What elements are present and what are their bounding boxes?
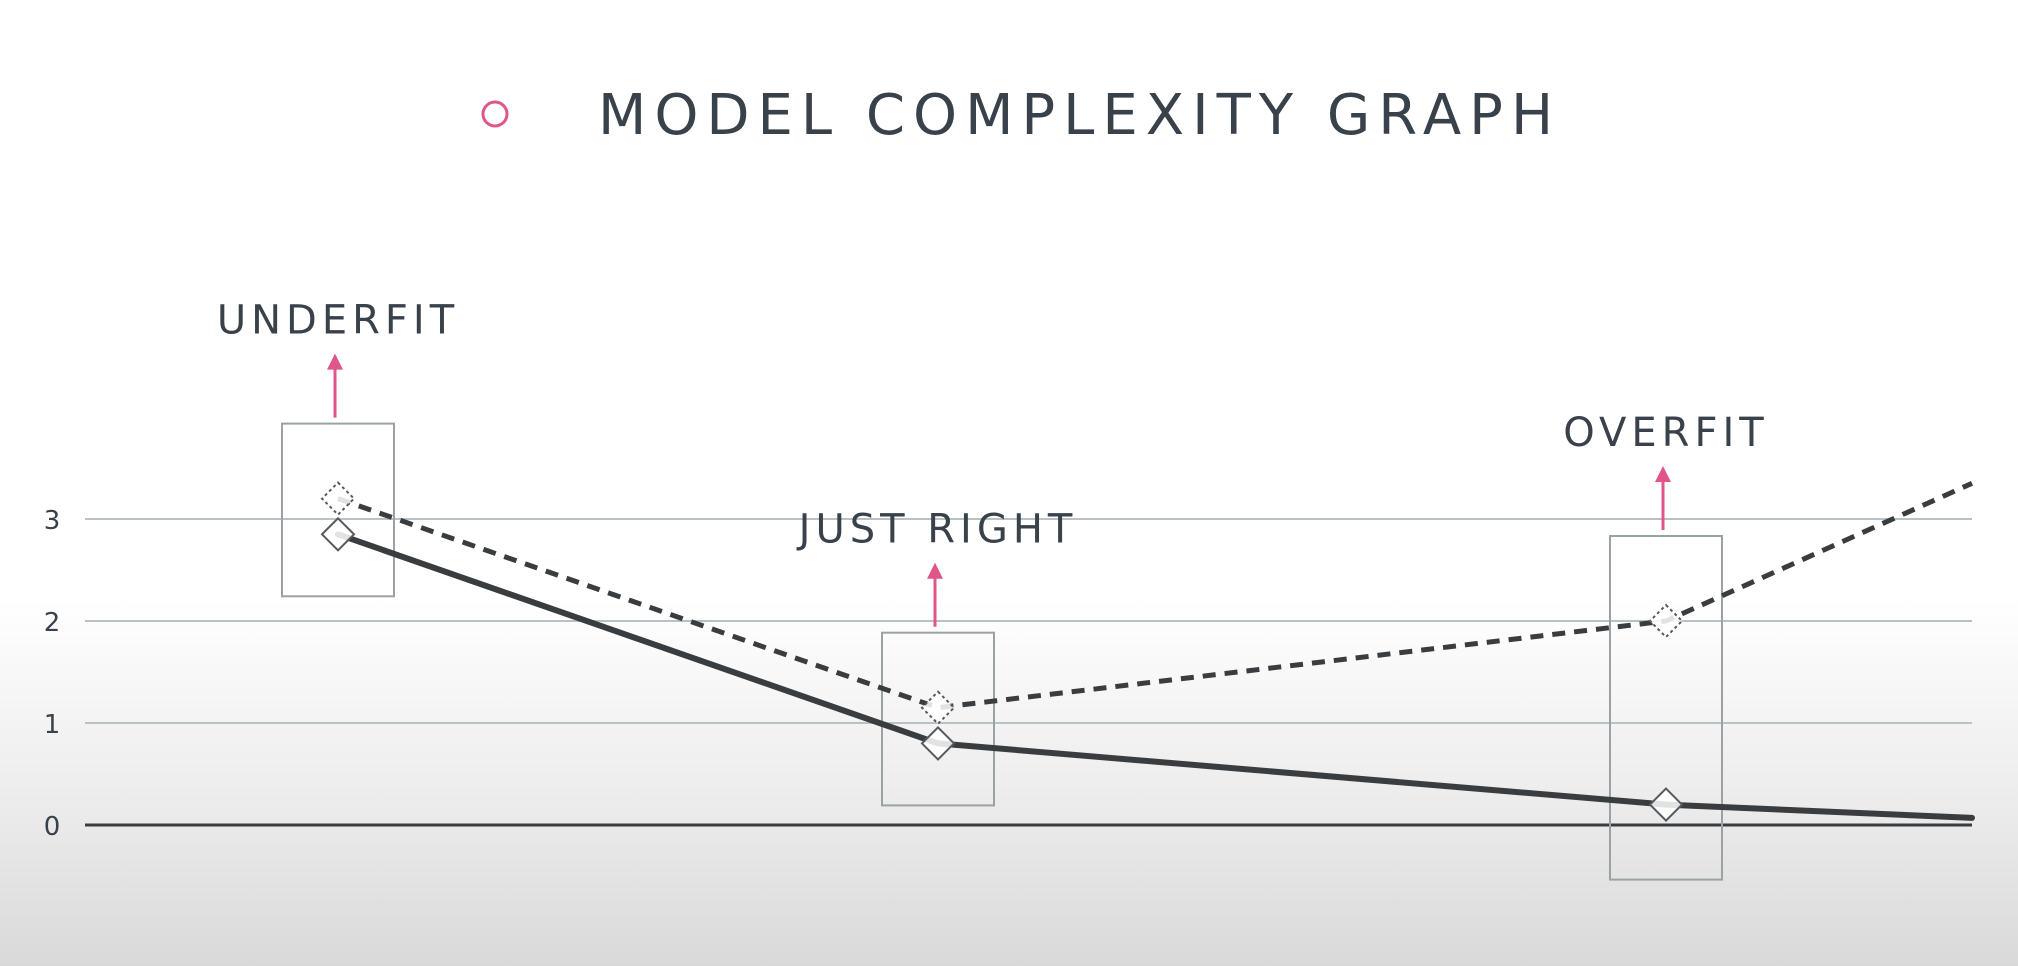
annotation-label-2: JUST RIGHT — [796, 507, 1078, 553]
y-tick-label-1: 1 — [44, 710, 61, 740]
annotation-labels: UNDERFIT JUST RIGHT OVERFIT — [217, 298, 1768, 627]
annotation-label-1: UNDERFIT — [217, 298, 459, 344]
y-tick-label-2: 2 — [44, 608, 61, 638]
annotation-boxes — [281, 422, 1723, 881]
point-markers — [320, 481, 1684, 823]
chart-title: MODEL COMPLEXITY GRAPH — [598, 83, 1561, 148]
title-group: MODEL COMPLEXITY GRAPH — [481, 83, 1561, 148]
dashed-series-line — [337, 481, 1974, 711]
solid-point-marker-2 — [920, 725, 956, 761]
y-tick-label-0: 0 — [44, 812, 61, 842]
title-bullet-icon — [481, 100, 509, 128]
grid-lines — [85, 518, 1972, 827]
annotation-box-2 — [881, 631, 995, 807]
y-tick-label-3: 3 — [44, 506, 61, 536]
arrow-up-icon-3 — [1655, 466, 1671, 482]
dashed-point-marker-2 — [920, 690, 956, 726]
y-tick-labels: 0 1 2 3 — [44, 506, 61, 842]
arrow-up-icon-1 — [327, 353, 343, 370]
solid-series-line — [335, 531, 1975, 821]
solid-point-marker-3 — [1648, 787, 1684, 823]
dashed-point-marker-1 — [320, 481, 356, 517]
solid-point-marker-1 — [320, 516, 356, 552]
dashed-point-marker-3 — [1648, 603, 1684, 639]
series-lines — [335, 481, 1975, 821]
annotation-box-3 — [1609, 535, 1723, 881]
annotation-box-1 — [281, 422, 395, 598]
annotation-label-3: OVERFIT — [1563, 410, 1768, 456]
arrow-up-icon-2 — [927, 562, 943, 579]
